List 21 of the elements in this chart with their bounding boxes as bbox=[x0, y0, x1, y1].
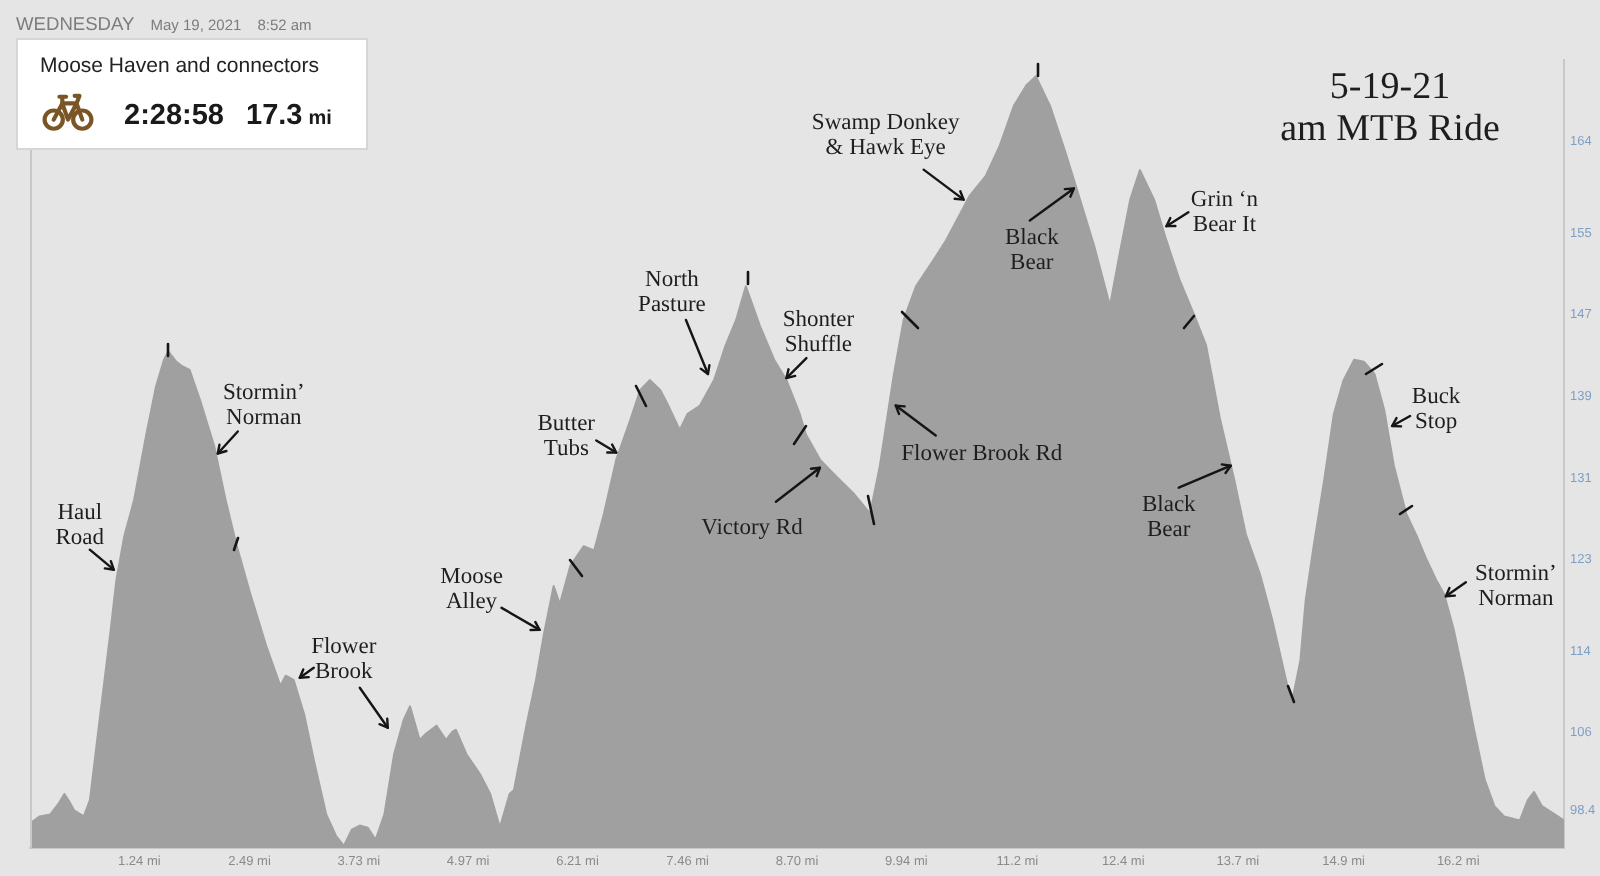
annotation: 2:28:58 bbox=[124, 100, 224, 132]
annotation: North Pasture bbox=[638, 267, 706, 317]
annotation: Flower Brook bbox=[311, 635, 377, 685]
annotation: Butter Tubs bbox=[537, 412, 596, 461]
annotation: Grin ‘n Bear It bbox=[1190, 187, 1259, 237]
annotation: Flower Brook Rd bbox=[901, 441, 1063, 466]
text: am MTB Ride bbox=[1280, 107, 1500, 150]
annotation: Black Bear bbox=[1141, 493, 1197, 543]
annotation: Victory Rd bbox=[701, 515, 804, 540]
annotation: Black Bear bbox=[1005, 225, 1060, 275]
annotation: Stormin’ Norman bbox=[222, 381, 305, 431]
annotation: Moose Haven and connectors bbox=[40, 54, 319, 78]
annotation: Haul Road bbox=[55, 501, 105, 551]
annotation: Shonter Shuffle bbox=[782, 307, 855, 357]
annotation: 17.3 mi bbox=[246, 100, 332, 132]
chart-title: 5-19-21 bbox=[1329, 65, 1451, 108]
annotation: Swamp Donkey & Hawk Eye bbox=[811, 111, 960, 161]
annotation: Stormin’ Norman bbox=[1474, 561, 1557, 611]
annotation: Buck Stop bbox=[1411, 385, 1461, 435]
text: WEDNESDAY bbox=[16, 14, 135, 34]
annotation: Moose Alley bbox=[440, 565, 503, 615]
